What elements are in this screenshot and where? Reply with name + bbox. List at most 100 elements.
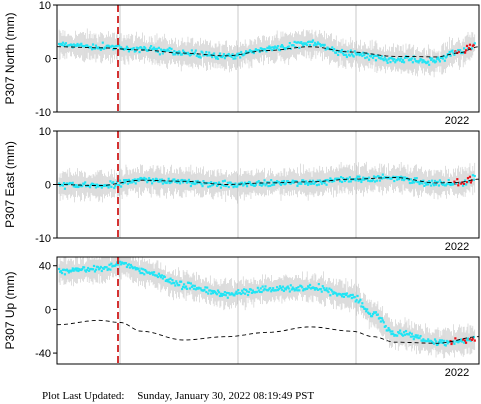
data-point: [262, 289, 265, 292]
data-point: [96, 265, 99, 269]
data-point: [80, 42, 83, 45]
data-point: [161, 52, 164, 55]
data-point: [432, 184, 436, 187]
data-point: [383, 56, 386, 59]
data-point: [233, 54, 236, 57]
data-point: [367, 179, 370, 182]
data-point: [246, 293, 250, 297]
data-point: [449, 183, 452, 187]
data-point: [308, 43, 312, 47]
data-point: [420, 58, 423, 61]
data-point: [246, 182, 250, 185]
y-tick-label: 0: [45, 180, 51, 192]
data-point: [380, 177, 383, 180]
data-point: [278, 49, 282, 52]
data-point: [379, 57, 382, 60]
data-point: [288, 290, 291, 293]
data-point: [74, 185, 77, 188]
data-point: [62, 44, 66, 47]
data-point: [184, 285, 188, 288]
data-point: [85, 270, 88, 273]
data-point: [91, 43, 95, 46]
data-point: [244, 52, 247, 55]
data-point: [413, 58, 416, 61]
data-point: [296, 184, 299, 187]
data-point: [357, 301, 360, 304]
data-point: [171, 279, 174, 282]
footer-label: Plot Last Updated:: [42, 390, 125, 402]
data-point: [295, 180, 298, 183]
data-point: [81, 184, 84, 188]
recent-point: [453, 180, 456, 183]
data-point: [276, 288, 280, 292]
data-point: [428, 63, 431, 66]
data-point: [382, 321, 385, 324]
data-point: [183, 283, 186, 286]
data-point: [407, 333, 410, 336]
data-point: [231, 53, 234, 56]
data-point: [463, 47, 466, 50]
data-point: [368, 176, 371, 179]
data-point: [239, 183, 242, 186]
data-point: [325, 183, 328, 186]
data-point: [376, 313, 379, 316]
data-point: [358, 300, 361, 303]
data-point: [473, 42, 476, 45]
data-point: [251, 182, 254, 186]
data-point: [302, 289, 305, 292]
data-point: [449, 54, 452, 57]
data-point: [289, 284, 292, 287]
data-point: [222, 184, 225, 187]
data-point: [348, 176, 351, 179]
data-point: [255, 290, 258, 294]
data-point: [143, 176, 146, 180]
data-point: [389, 330, 392, 333]
data-point: [399, 329, 402, 332]
data-point: [165, 181, 168, 185]
data-point: [306, 182, 309, 185]
data-point: [452, 340, 455, 343]
data-point: [135, 46, 138, 49]
data-point: [221, 180, 224, 183]
data-point: [100, 269, 103, 273]
data-point: [95, 183, 98, 186]
data-point: [471, 174, 474, 177]
data-point: [214, 57, 218, 60]
data-point: [132, 46, 135, 50]
data-point: [161, 277, 164, 280]
data-point: [358, 54, 361, 57]
data-point: [91, 268, 95, 271]
data-point: [271, 49, 274, 52]
data-point: [368, 58, 371, 61]
data-point: [412, 181, 415, 184]
data-point: [252, 51, 255, 55]
data-point: [264, 184, 267, 187]
data-point: [328, 287, 331, 290]
data-point: [63, 43, 67, 46]
data-point: [133, 266, 136, 269]
data-point: [72, 269, 75, 272]
data-point: [453, 53, 456, 56]
data-point: [77, 269, 80, 273]
data-point: [270, 290, 273, 293]
data-point: [137, 179, 140, 182]
model-fit-line: [57, 319, 479, 344]
data-point: [237, 54, 240, 57]
data-point: [109, 180, 112, 183]
data-point: [422, 338, 425, 341]
data-point: [144, 178, 147, 182]
data-point: [366, 308, 369, 311]
data-point: [394, 61, 397, 64]
data-point: [329, 177, 332, 180]
data-point: [63, 273, 67, 276]
data-point: [269, 287, 272, 290]
data-point: [417, 61, 420, 64]
data-point: [60, 43, 64, 47]
data-point: [286, 285, 289, 288]
data-point: [301, 286, 304, 289]
y-tick-label: 10: [39, 0, 51, 12]
data-point: [173, 282, 176, 285]
data-point: [276, 47, 279, 50]
data-point: [292, 44, 295, 47]
x-tick-label: 2022: [445, 241, 469, 253]
